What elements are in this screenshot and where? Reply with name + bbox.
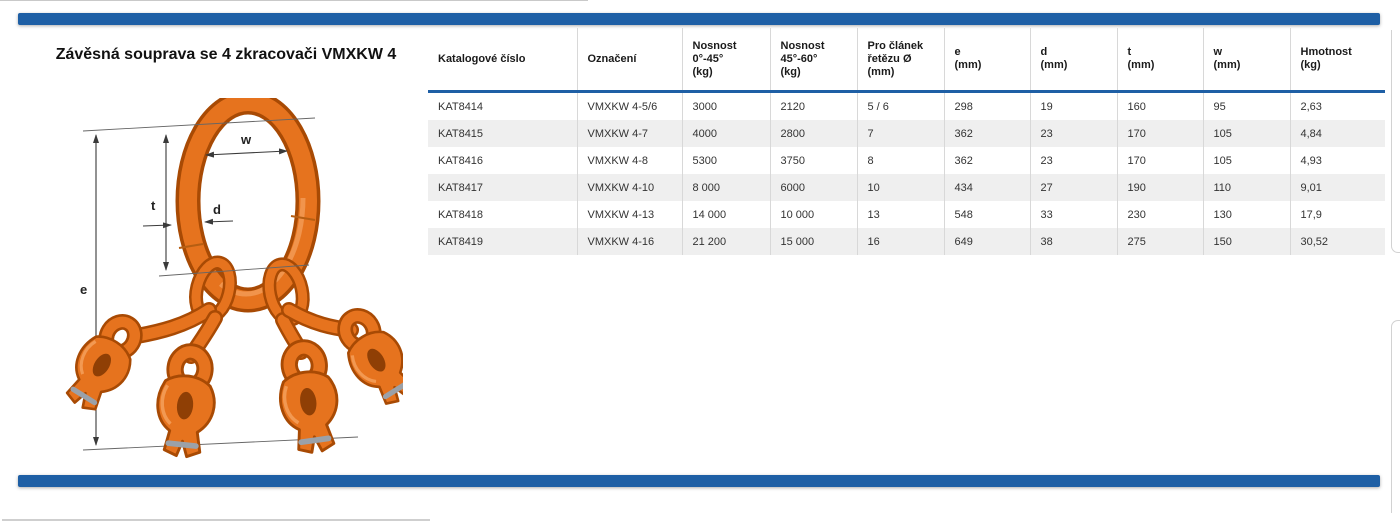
table-cell: 8 — [856, 147, 944, 174]
column-header: t (mm) — [1116, 28, 1203, 93]
table-cell: 130 — [1202, 201, 1290, 228]
table-cell: 4,93 — [1289, 147, 1385, 174]
table-row: KAT8419 VMXKW 4-16 21 200 15 000 16 649 38 275 1… — [428, 228, 1385, 255]
table-cell: 362 — [943, 120, 1030, 147]
table-cell: KAT8415 — [428, 120, 577, 147]
column-header: w (mm) — [1202, 28, 1290, 93]
table-cell: VMXKW 4-16 — [576, 228, 682, 255]
table-cell: VMXKW 4-5/6 — [576, 91, 682, 120]
table-cell: KAT8419 — [428, 228, 577, 255]
page-title: Závěsná souprava se 4 zkracovači VMXKW 4 — [55, 46, 397, 63]
dim-label-d: d — [213, 202, 221, 217]
table-cell: VMXKW 4-7 — [576, 120, 682, 147]
table-cell: 17,9 — [1289, 201, 1385, 228]
column-header: Hmotnost (kg) — [1289, 28, 1385, 93]
table-cell: 105 — [1202, 147, 1290, 174]
table-header-row: Katalogové číslo Označení Nosnost 0°-45° (… — [428, 28, 1385, 93]
table-cell: 23 — [1029, 120, 1117, 147]
table-cell: 150 — [1202, 228, 1290, 255]
table-cell: 95 — [1202, 91, 1290, 120]
table-row: KAT8418 VMXKW 4-13 14 000 10 000 13 548 33 230 1… — [428, 201, 1385, 228]
column-header: Nosnost 0°-45° (kg) — [681, 28, 770, 93]
catalog-table: Katalogové číslo Označení Nosnost 0°-45° (… — [428, 28, 1385, 255]
table-cell: KAT8416 — [438, 154, 484, 167]
table-cell: 9,01 — [1289, 174, 1385, 201]
top-accent-bar — [18, 13, 1380, 25]
table-cell: 14 000 — [681, 201, 770, 228]
dimension-labels: w t d e — [80, 132, 252, 297]
table-cell: 10 — [856, 174, 944, 201]
table-cell: 548 — [943, 201, 1030, 228]
column-header: Nosnost 45°-60° (kg) — [769, 28, 857, 93]
table-cell: 30,52 — [1289, 228, 1385, 255]
table-cell: 6000 — [769, 174, 857, 201]
table-cell: 105 — [1202, 120, 1290, 147]
bottom-accent-bar — [18, 475, 1380, 487]
table-cell: 19 — [1029, 91, 1117, 120]
table-cell: 230 — [1116, 201, 1203, 228]
right-panel-border-top — [1391, 30, 1400, 253]
table-cell: 16 — [856, 228, 944, 255]
dim-label-e: e — [80, 282, 87, 297]
table-cell: VMXKW 4-8 — [576, 147, 682, 174]
table-cell: VMXKW 4-10 — [576, 174, 682, 201]
table-cell: KAT8417 — [428, 174, 577, 201]
table-row: KAT8416 VMXKW 4-8 5300 3750 8 362 23 170 105 4,93 — [428, 147, 1385, 174]
column-header: d (mm) — [1029, 28, 1117, 93]
table-cell: 434 — [943, 174, 1030, 201]
table-cell: 4,84 — [1289, 120, 1385, 147]
table-body: KAT8414 VMXKW 4-5/6 3000 2120 5 / 6 298 19 160 9… — [428, 91, 1385, 255]
product-figure: w t d e — [63, 89, 403, 472]
master-link — [175, 89, 321, 313]
table-cell: 190 — [1116, 174, 1203, 201]
table-cell: KAT8418 — [438, 208, 484, 221]
table-cell: 10 000 — [769, 201, 857, 228]
column-header: e (mm) — [943, 28, 1030, 93]
table-cell: 160 — [1116, 91, 1203, 120]
table-cell: 275 — [1116, 228, 1203, 255]
chain-sling-drawing: w t d e — [63, 89, 403, 472]
table-cell: 27 — [1029, 174, 1117, 201]
table-cell: 4000 — [681, 120, 770, 147]
table-row: KAT8415 VMXKW 4-7 4000 2800 7 362 23 170 105 4,84 — [428, 120, 1385, 147]
right-panel-border-bottom — [1391, 320, 1400, 513]
table-row: KAT8414 VMXKW 4-5/6 3000 2120 5 / 6 298 19 160 9… — [428, 91, 1385, 120]
table-cell: KAT8414 — [438, 100, 484, 113]
dim-label-w: w — [240, 132, 252, 147]
table-cell: 362 — [943, 147, 1030, 174]
column-header: Katalogové číslo — [428, 28, 577, 93]
table-cell: 110 — [1202, 174, 1290, 201]
column-header: Označení — [576, 28, 682, 93]
top-section-divider — [0, 0, 588, 1]
table-cell: 15 000 — [769, 228, 857, 255]
table-cell: 170 — [1116, 120, 1203, 147]
table-cell: 33 — [1029, 201, 1117, 228]
table-cell: 3750 — [769, 147, 857, 174]
table-cell: 13 — [856, 201, 944, 228]
table-cell: 5300 — [681, 147, 770, 174]
column-header: Pro článek řetězu Ø (mm) — [856, 28, 944, 93]
bottom-section-divider — [2, 519, 430, 521]
dim-label-t: t — [151, 198, 156, 213]
table-cell: 23 — [1029, 147, 1117, 174]
table-cell: 2,63 — [1289, 91, 1385, 120]
table-cell: 38 — [1029, 228, 1117, 255]
table-cell: 5 / 6 — [856, 91, 944, 120]
table-cell: VMXKW 4-13 — [576, 201, 682, 228]
table-cell: 7 — [856, 120, 944, 147]
table-cell: 8 000 — [681, 174, 770, 201]
table-cell: 298 — [943, 91, 1030, 120]
shortening-hooks — [63, 304, 403, 459]
table-cell: 649 — [943, 228, 1030, 255]
table-cell: 2800 — [769, 120, 857, 147]
table-cell: 2120 — [769, 91, 857, 120]
table-row: KAT8417 VMXKW 4-10 8 000 6000 10 434 27 190 110 9… — [428, 174, 1385, 201]
table-cell: 170 — [1116, 147, 1203, 174]
table-cell: 3000 — [681, 91, 770, 120]
table-cell: 21 200 — [681, 228, 770, 255]
